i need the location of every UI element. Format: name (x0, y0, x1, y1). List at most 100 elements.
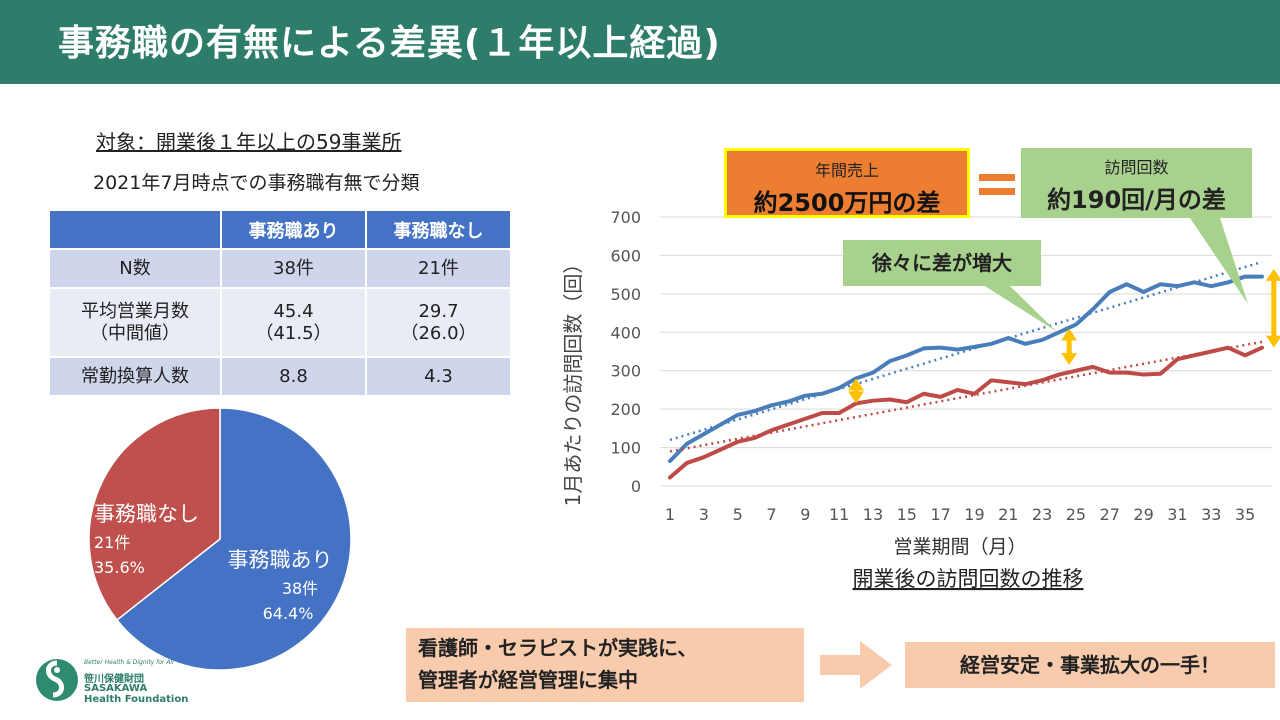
x-tick-label: 25 (1066, 505, 1086, 524)
practice-focus-line2: 管理者が経営管理に集中 (418, 668, 638, 692)
y-tick-label: 0 (631, 477, 641, 496)
x-tick-label: 27 (1100, 505, 1120, 524)
table-header-row: 事務職あり 事務職なし (50, 211, 512, 249)
callout-tails (820, 218, 1248, 689)
x-tick-label: 5 (733, 505, 743, 524)
table-header-with-clerk: 事務職あり (221, 211, 367, 249)
y-tick-label: 200 (610, 400, 641, 419)
x-tick-label: 15 (897, 505, 917, 524)
row-label: 平均営業月数 （中間値） (50, 287, 222, 357)
y-tick-label: 500 (610, 285, 641, 304)
callout-tail-visits (1190, 218, 1248, 304)
callout-tail-increase (985, 286, 1057, 332)
x-tick-label: 35 (1235, 505, 1255, 524)
pie-label-percent: 64.4% (263, 604, 314, 623)
logo-name-en-2: Health Foundation (84, 694, 189, 705)
x-tick-label: 1 (665, 505, 675, 524)
x-tick-label: 29 (1133, 505, 1153, 524)
page-title: 事務職の有無による差異(１年以上経過) (58, 23, 721, 64)
practice-focus-line1: 看護師・セラピストが実践に、 (418, 636, 698, 660)
y-tick-label: 100 (610, 439, 641, 458)
cell-without-clerk: 21件 (366, 248, 512, 288)
row-label-main: 平均営業月数 (81, 300, 189, 322)
difference-arrow-head (1061, 352, 1078, 365)
y-tick-label: 400 (610, 323, 641, 342)
equals-sign (979, 174, 1015, 196)
x-tick-label: 9 (800, 505, 810, 524)
annual-sales-callout: 年間売上 約2500万円の差 (724, 148, 970, 218)
table-header-without-clerk: 事務職なし (366, 211, 512, 249)
visits-label: 訪問回数 (1104, 158, 1169, 177)
practice-focus-box: 看護師・セラピストが実践に、 管理者が経営管理に集中 (406, 628, 804, 702)
y-axis-label: 1月あたりの訪問回数（回） (561, 254, 585, 507)
pie-slice (115, 407, 352, 671)
difference-arrow-head (848, 391, 865, 404)
cell-main: 29.7 (418, 300, 459, 322)
x-tick-label: 3 (699, 505, 709, 524)
title-banner: 事務職の有無による差異(１年以上経過) (0, 0, 1280, 84)
visits-value: 約190回/月の差 (1047, 186, 1226, 214)
table-row: 平均営業月数 （中間値） 45.4 （41.5） 29.7 （26.0） (50, 287, 512, 357)
logo-name-en: SASAKAWA Health Foundation (84, 683, 188, 705)
pie-label-percent: 35.6% (94, 558, 145, 577)
row-label: N数 (50, 248, 222, 288)
x-tick-label: 13 (863, 505, 883, 524)
comparison-table: 事務職あり 事務職なし N数 38件 21件 平均営業月数 （中間値） 45.4 （… (50, 211, 512, 395)
x-tick-label: 19 (964, 505, 984, 524)
row-label-sub: （中間値） (90, 322, 180, 344)
series-line (668, 274, 1264, 464)
row-label: 常勤換算人数 (50, 356, 222, 395)
bottom-arrow (820, 641, 892, 689)
classification-note: 2021年7月時点での事務職有無で分類 (93, 172, 420, 194)
target-description: 対象：開業後１年以上の59事業所 (96, 130, 402, 154)
x-tick-label: 21 (998, 505, 1018, 524)
chart-title: 開業後の訪問回数の推移 (853, 567, 1084, 591)
annual-sales-value: 約2500万円の差 (753, 189, 941, 217)
logo-tagline: Better Health & Dignity for All (84, 659, 174, 666)
cell-with-clerk: 38件 (221, 248, 367, 288)
pie-label-name: 事務職なし (94, 502, 199, 526)
table-header-empty (50, 211, 222, 249)
increase-callout: 徐々に差が増大 (843, 240, 1041, 286)
difference-arrow-head (1061, 328, 1078, 341)
cell-without-clerk: 29.7 （26.0） (366, 287, 512, 357)
x-tick-label: 7 (766, 505, 776, 524)
y-tick-label: 300 (610, 362, 641, 381)
difference-arrow-head (848, 378, 865, 391)
x-tick-label: 17 (930, 505, 950, 524)
conclusion-box: 経営安定・事業拡大の一手！ (905, 642, 1275, 688)
cell-with-clerk: 45.4 （41.5） (221, 287, 367, 357)
logo-name-en-1: SASAKAWA (84, 683, 148, 694)
pie-slice (88, 407, 221, 621)
equals-bar-top (979, 174, 1015, 181)
table-row: 常勤換算人数 8.8 4.3 (50, 356, 512, 395)
difference-arrow-head (1265, 335, 1280, 348)
equals-bar-bottom (979, 188, 1015, 195)
visits-callout: 訪問回数 約190回/月の差 (1021, 148, 1252, 218)
x-tick-label: 11 (829, 505, 849, 524)
table-row: N数 38件 21件 (50, 248, 512, 288)
x-tick-label: 23 (1032, 505, 1052, 524)
y-tick-label: 600 (610, 246, 641, 265)
x-tick-label: 33 (1201, 505, 1221, 524)
annual-sales-label: 年間売上 (814, 161, 879, 180)
x-tick-label: 31 (1167, 505, 1187, 524)
cell-sub: （41.5） (255, 322, 332, 344)
difference-arrow-head (1265, 268, 1280, 281)
series-line (668, 345, 1264, 480)
foundation-logo-icon (36, 659, 78, 701)
trendline (669, 340, 1263, 453)
pie-label-count: 21件 (94, 533, 130, 552)
cell-without-clerk: 4.3 (366, 356, 512, 395)
pie-label-name: 事務職あり (228, 548, 333, 572)
pie-label-count: 38件 (282, 579, 318, 598)
difference-arrows (848, 268, 1280, 404)
cell-with-clerk: 8.8 (221, 356, 367, 395)
logo-name: 笹川保健財団 (84, 674, 144, 685)
cell-sub: （26.0） (400, 322, 477, 344)
cell-main: 45.4 (273, 300, 314, 322)
trendline (669, 260, 1263, 442)
y-tick-label: 700 (610, 208, 641, 227)
pie-chart: 事務職あり 38件 64.4% 事務職なし 21件 35.6% (88, 407, 352, 671)
